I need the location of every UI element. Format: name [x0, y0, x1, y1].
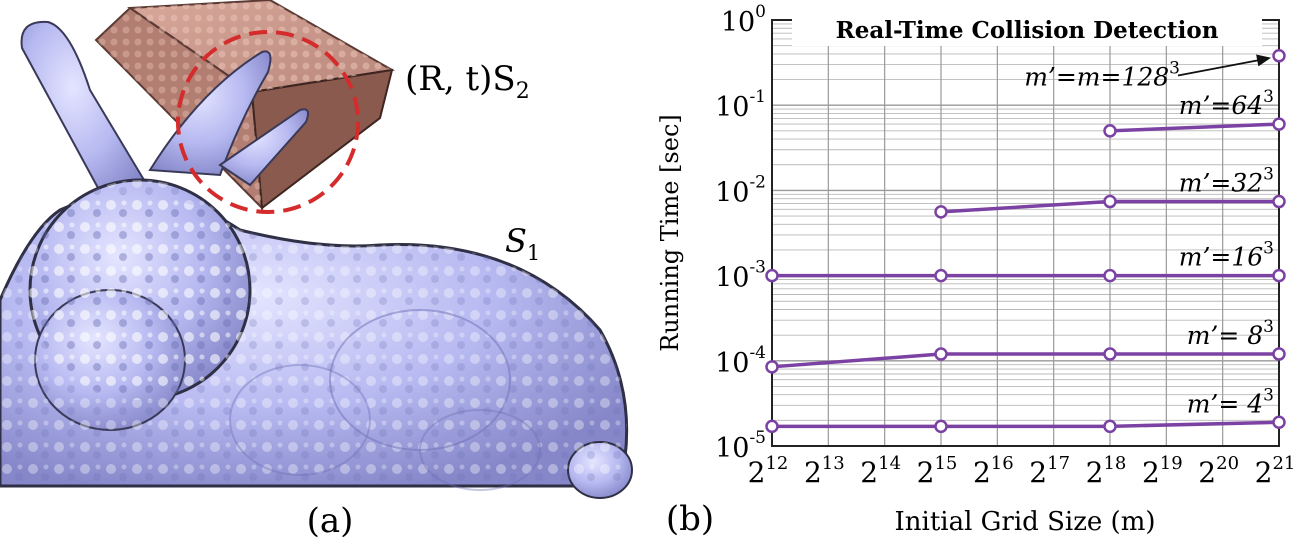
panel-a: (R, t)S2 S1 (a)	[0, 0, 650, 545]
data-point	[765, 268, 779, 283]
y-tick-label: 10-2	[715, 172, 766, 208]
panel-b: Real-Time Collision Detection 100 10-1 10-…	[650, 0, 1301, 545]
chart-title: Real-Time Collision Detection	[836, 17, 1219, 44]
y-tick-label: 10-3	[715, 258, 766, 294]
series-line	[1109, 122, 1280, 133]
data-point	[1272, 194, 1286, 209]
y-tick-label: 10-5	[715, 428, 766, 464]
bunny-illustration: (R, t)S2 S1 (a)	[0, 0, 633, 541]
caption-a: (a)	[307, 501, 354, 541]
data-point	[1272, 415, 1286, 430]
data-point	[934, 205, 948, 219]
x-tick-label: 216	[973, 453, 1014, 489]
data-point	[765, 360, 779, 374]
y-tick-label: 10-1	[715, 87, 766, 123]
x-tick-label: 217	[1029, 453, 1070, 489]
x-tick-label: 215	[917, 453, 958, 489]
collision-circle	[176, 30, 360, 214]
data-point	[934, 268, 948, 283]
series-label: m’=m=1283	[1024, 59, 1180, 92]
series-label: m’= 83	[1187, 317, 1274, 350]
data-point	[1103, 268, 1117, 283]
data-point	[1103, 419, 1117, 434]
data-point	[1272, 49, 1286, 63]
data-point	[934, 419, 948, 434]
title-background	[792, 14, 1262, 46]
x-tick-label: 214	[860, 453, 901, 489]
x-tick-label: 219	[1142, 453, 1183, 489]
data-point	[1272, 117, 1286, 131]
annotation-arrow	[1177, 58, 1262, 77]
x-tick-label: 221	[1255, 453, 1296, 489]
series-line	[771, 352, 1279, 369]
box-shape	[94, 0, 395, 211]
data-point	[1272, 347, 1286, 361]
data-point	[934, 347, 948, 361]
y-tick-labels: 100 10-1 10-2 10-3 10-4 10-5	[715, 2, 766, 464]
x-tick-label: 212	[748, 453, 789, 489]
data-point	[1103, 124, 1117, 138]
annotation-arrowhead	[1256, 54, 1271, 67]
series-layer	[765, 49, 1286, 434]
series-label: m’=163	[1179, 239, 1274, 272]
x-tick-label: 220	[1198, 453, 1239, 489]
data-point	[1103, 347, 1117, 361]
data-point	[1103, 194, 1117, 209]
x-tick-labels: 212 213 214 215 216 217 218 219 220 221	[748, 453, 1296, 489]
x-tick-label: 213	[804, 453, 845, 489]
transform-label: (R, t)S2	[405, 59, 530, 104]
data-point	[765, 419, 779, 434]
y-tick-label: 10-4	[715, 343, 766, 379]
data-point	[1272, 268, 1286, 283]
shape1-label: S1	[505, 222, 540, 265]
x-tick-label: 218	[1086, 453, 1127, 489]
y-tick-label: 100	[721, 2, 766, 38]
series-label: m’=323	[1179, 165, 1274, 198]
y-axis-label: Running Time [sec]	[656, 114, 684, 352]
series-label: m’=643	[1179, 87, 1274, 120]
series-line	[772, 420, 1280, 429]
caption-b: (b)	[666, 499, 714, 539]
series-label: m’= 43	[1187, 385, 1274, 418]
x-axis-label: Initial Grid Size (m)	[894, 507, 1155, 537]
running-time-chart: Real-Time Collision Detection 100 10-1 10-…	[656, 2, 1296, 539]
